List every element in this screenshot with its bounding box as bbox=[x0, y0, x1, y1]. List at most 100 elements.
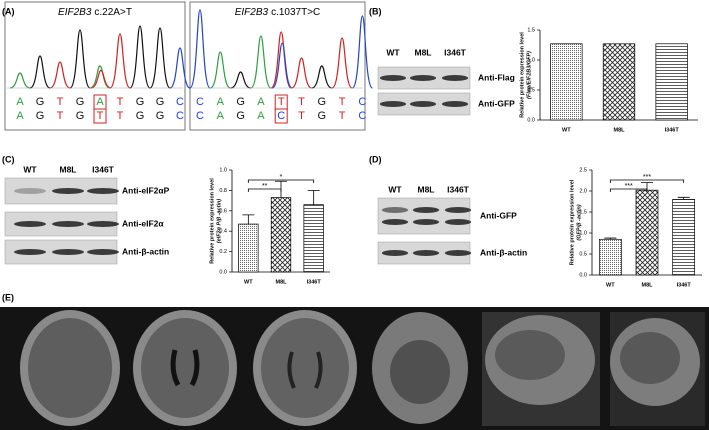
trace-peak bbox=[9, 72, 31, 89]
base-letter: G bbox=[136, 96, 145, 108]
base-letter: T bbox=[57, 96, 64, 108]
base-letter: G bbox=[76, 96, 85, 108]
base-letter: T bbox=[97, 110, 104, 122]
base-letter: A bbox=[257, 96, 265, 108]
blot-band bbox=[441, 101, 469, 107]
y-tick-label: 2.5 bbox=[579, 167, 587, 173]
trace-peak bbox=[250, 35, 272, 89]
blot-band bbox=[379, 75, 407, 81]
base-letter: C bbox=[176, 96, 184, 108]
panel-label: (D) bbox=[369, 154, 382, 164]
blot-band bbox=[444, 219, 472, 225]
y-axis-label: Relative protein expression level bbox=[209, 178, 215, 264]
x-tick-label: I346T bbox=[677, 282, 692, 288]
lane-label: WT bbox=[386, 47, 400, 57]
y-tick-label: 0.2 bbox=[219, 249, 227, 255]
trace-peak bbox=[109, 33, 131, 89]
error-bar bbox=[307, 190, 320, 205]
y-tick-label: 1.0 bbox=[219, 167, 227, 173]
blot-band bbox=[409, 75, 437, 81]
blot bbox=[377, 197, 471, 235]
base-letter: T bbox=[117, 110, 124, 122]
bar bbox=[598, 238, 622, 276]
base-letter: T bbox=[339, 110, 346, 122]
lane-label: WT bbox=[23, 164, 37, 174]
base-letter: C bbox=[358, 110, 366, 122]
base-letter: C bbox=[196, 110, 204, 122]
mri-strip bbox=[0, 307, 709, 430]
antibody-label: Anti-GFP bbox=[480, 210, 517, 220]
y-tick-label: 1.0 bbox=[527, 57, 535, 63]
lane-label: I346T bbox=[444, 47, 467, 57]
significance-label: * bbox=[280, 174, 283, 181]
error-bar bbox=[677, 196, 690, 200]
panel-label: (E) bbox=[2, 292, 14, 302]
panel-label: (A) bbox=[2, 6, 15, 16]
x-tick-label: M8L bbox=[276, 279, 288, 285]
significance-label: *** bbox=[625, 183, 633, 190]
base-letter: G bbox=[36, 110, 45, 122]
base-letter: A bbox=[96, 96, 104, 108]
blot-band bbox=[381, 250, 409, 256]
bar bbox=[550, 43, 583, 121]
base-letter: T bbox=[298, 96, 305, 108]
variant-box bbox=[93, 108, 107, 124]
x-tick-label: WT bbox=[244, 279, 253, 285]
bar bbox=[602, 43, 636, 121]
trace-peak bbox=[149, 27, 171, 89]
error-bar bbox=[242, 214, 255, 225]
blot-band bbox=[14, 188, 46, 194]
blot-band bbox=[412, 250, 440, 256]
y-axis-unit: (eIF2α P/β -actin) bbox=[216, 199, 222, 244]
significance-label: *** bbox=[643, 174, 651, 181]
base-letter: G bbox=[36, 96, 45, 108]
trace-peak bbox=[29, 55, 51, 89]
lane-label: M8L bbox=[418, 184, 435, 194]
base-letter: G bbox=[318, 96, 327, 108]
y-tick-label: 1.5 bbox=[579, 209, 587, 215]
chromatogram-title: EIF2B3 c.22A>T bbox=[58, 7, 132, 18]
y-tick-label: 0.5 bbox=[579, 251, 587, 257]
antibody-label: Anti-eIF2αP bbox=[122, 185, 170, 195]
y-tick-label: 0.0 bbox=[527, 117, 535, 123]
base-letter: A bbox=[16, 110, 24, 122]
x-tick-label: I346T bbox=[665, 127, 680, 133]
bar bbox=[655, 43, 688, 121]
variant: c.1037T>C bbox=[271, 7, 320, 18]
bar bbox=[635, 189, 659, 276]
panel-label: (C) bbox=[2, 154, 15, 164]
significance-bracket bbox=[247, 179, 315, 183]
bar bbox=[303, 204, 324, 273]
blot-band bbox=[412, 207, 440, 213]
antibody-label: Anti-Flag bbox=[478, 72, 515, 82]
chromatogram-frame bbox=[4, 1, 186, 131]
significance-label: ** bbox=[262, 183, 268, 190]
trace-peak bbox=[129, 25, 151, 89]
antibody-label: Anti-β-actin bbox=[480, 247, 527, 257]
gene-name: EIF2B3 bbox=[235, 7, 269, 18]
base-letter: A bbox=[217, 110, 225, 122]
y-axis-unit: (Flag/EIF2B3/GFP) bbox=[526, 51, 532, 99]
base-letter: A bbox=[16, 96, 24, 108]
base-letter: C bbox=[176, 110, 184, 122]
y-axis-label: Relative protein expression level bbox=[519, 32, 525, 118]
blot-band bbox=[409, 101, 437, 107]
bar bbox=[238, 223, 259, 273]
trace-peak bbox=[230, 71, 251, 89]
y-tick-label: 0.0 bbox=[579, 272, 587, 278]
base-letter: T bbox=[57, 110, 64, 122]
base-letter: G bbox=[318, 110, 327, 122]
base-letter: T bbox=[117, 96, 124, 108]
blot-band bbox=[379, 101, 407, 107]
y-tick-label: 0.8 bbox=[219, 188, 227, 194]
y-tick-label: 0.0 bbox=[219, 269, 227, 275]
base-letter: T bbox=[278, 96, 285, 108]
blot-band bbox=[14, 221, 46, 227]
significance-bracket bbox=[247, 188, 282, 192]
base-letter: A bbox=[257, 110, 265, 122]
base-letter: G bbox=[156, 110, 165, 122]
blot-band bbox=[381, 219, 409, 225]
base-letter: C bbox=[358, 96, 366, 108]
gene-name: EIF2B3 bbox=[58, 7, 92, 18]
